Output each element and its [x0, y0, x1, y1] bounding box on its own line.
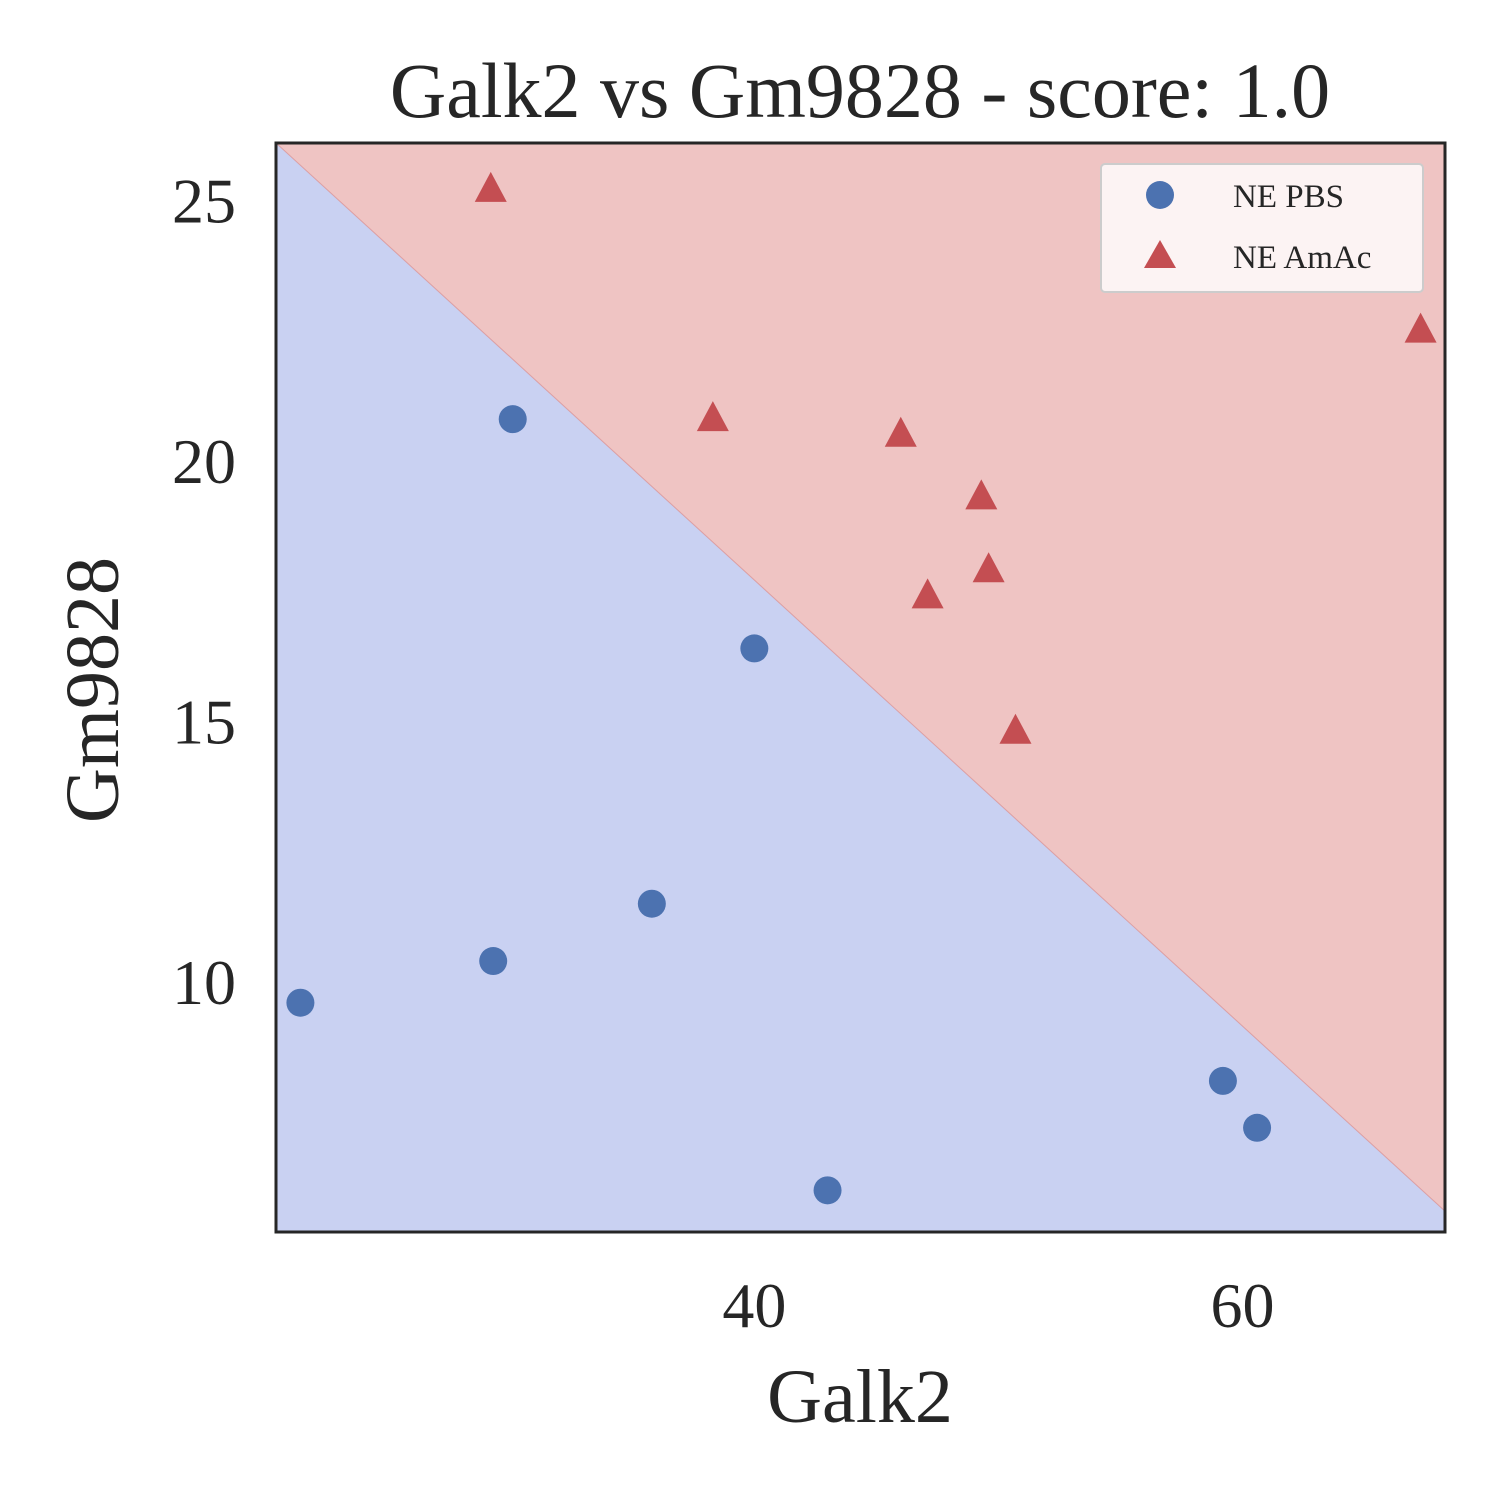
y-axis-label: Gm9828	[51, 557, 135, 823]
y-tick-label-10: 10	[172, 947, 236, 1018]
point-ne-amac-3	[911, 578, 944, 609]
legend-label-ne-amac: NE AmAc	[1233, 240, 1371, 276]
point-ne-amac-5	[972, 552, 1005, 583]
y-tick-label-25: 25	[172, 165, 236, 236]
point-ne-pbs-3	[637, 889, 666, 918]
x-tick-label-40: 40	[722, 1270, 786, 1341]
point-ne-amac-1	[696, 401, 729, 432]
legend-marker-ne-pbs	[1146, 181, 1174, 209]
x-tick-label-60: 60	[1210, 1270, 1274, 1341]
point-ne-pbs-0	[286, 988, 315, 1017]
decision-regions	[276, 143, 1445, 1232]
point-ne-amac-7	[1404, 312, 1437, 343]
legend: NE PBS NE AmAc	[1100, 163, 1424, 293]
point-ne-pbs-7	[1243, 1113, 1272, 1142]
y-tick-label-20: 20	[172, 426, 236, 497]
chart-title: Galk2 vs Gm9828 - score: 1.0	[390, 47, 1330, 134]
legend-label-ne-pbs: NE PBS	[1233, 179, 1344, 215]
plot-frame	[274, 141, 1447, 1234]
y-tick-label-15: 15	[172, 686, 236, 757]
legend-box	[1100, 163, 1424, 293]
point-ne-pbs-6	[1208, 1066, 1237, 1095]
point-ne-amac-4	[965, 479, 998, 510]
point-ne-pbs-4	[740, 634, 769, 663]
y-axis-ticks: 10 15 20 25	[172, 165, 236, 1018]
region-ne-pbs	[276, 143, 1445, 1232]
data-points	[286, 171, 1437, 1205]
point-ne-amac-2	[884, 416, 917, 447]
point-ne-pbs-1	[479, 947, 508, 976]
x-axis-label: Galk2	[767, 1355, 953, 1439]
decision-boundary	[276, 143, 1445, 1212]
point-ne-amac-6	[999, 713, 1032, 744]
point-ne-pbs-5	[813, 1176, 842, 1205]
point-ne-amac-0	[474, 171, 507, 202]
point-ne-pbs-2	[498, 405, 527, 434]
x-axis-ticks: 40 60	[722, 1270, 1274, 1341]
legend-marker-ne-amac	[1144, 240, 1176, 268]
